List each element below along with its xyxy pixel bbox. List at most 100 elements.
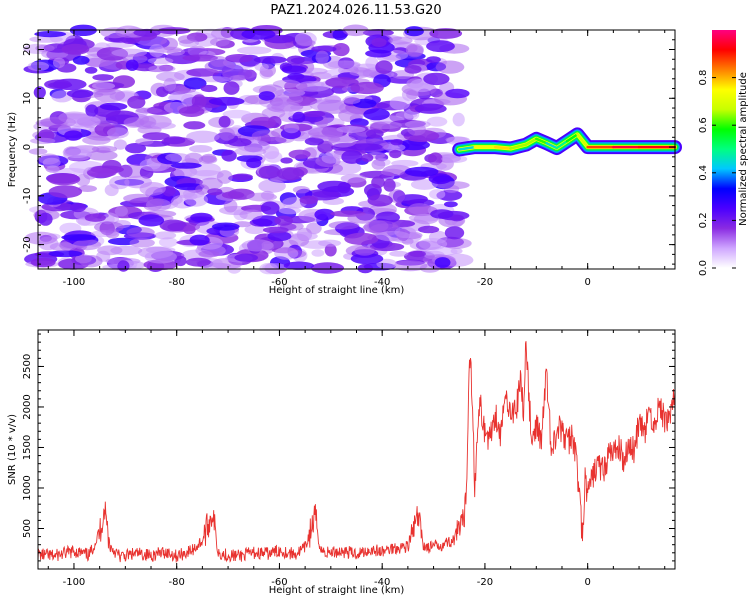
spectrogram-cell — [223, 81, 240, 95]
spectrogram-cell — [64, 130, 83, 141]
spectrogram-cell — [114, 205, 128, 217]
spectrogram-cell — [239, 209, 263, 220]
spectrogram-cell — [184, 192, 208, 207]
spectrogram-cell — [204, 60, 236, 73]
spectrogram-cell — [388, 36, 413, 45]
x-tick-label: -40 — [374, 577, 390, 588]
spectrogram-cell — [272, 79, 301, 89]
spectrogram-cell — [391, 159, 419, 167]
spectrogram-cell — [227, 138, 252, 147]
spectrogram-cell — [191, 94, 207, 109]
spectrogram-cell — [426, 56, 441, 63]
spectrogram-cell — [426, 40, 455, 53]
spectrogram-cell — [363, 108, 390, 121]
spectrogram-cell — [365, 56, 379, 69]
spectrogram-cell — [65, 115, 101, 128]
y-tick-label: -10 — [22, 188, 33, 204]
spectrogram-cell — [66, 89, 94, 98]
spectrogram-cell — [156, 71, 185, 82]
spectrogram-cell — [389, 250, 409, 257]
spectrogram-cell — [183, 77, 207, 90]
spectrogram-cell — [341, 150, 363, 164]
spectrogram-cell — [441, 154, 468, 164]
y-tick-label: 1000 — [22, 475, 33, 500]
spectrogram-cell — [34, 30, 67, 38]
snr-panel: -100 -80 -60 -40 -20 0 500 1000 1500 2000 2500 He… — [7, 329, 676, 596]
spectrogram-cell — [159, 219, 187, 232]
signal-ridge-core — [555, 139, 569, 150]
x-tick-label: -20 — [477, 577, 493, 588]
spectrogram-cell — [123, 193, 154, 203]
spectrogram-cell — [35, 44, 55, 52]
spectrogram-cell — [133, 28, 161, 37]
spectrogram-cell — [163, 136, 186, 145]
spectrogram-cell — [288, 149, 311, 159]
spectrogram-cell — [426, 116, 448, 127]
spectrogram-cell — [117, 260, 130, 272]
spectrogram-cell — [107, 127, 129, 139]
spectrogram-cell — [281, 65, 307, 75]
spectrogram-cell — [336, 126, 366, 133]
snr-frame — [37, 329, 676, 570]
spectrogram-cell — [125, 143, 146, 154]
spectrogram-cell — [174, 255, 187, 267]
spectrogram-cell — [371, 159, 386, 170]
spectrogram-cell — [310, 262, 345, 274]
spectrogram-cell — [299, 195, 319, 205]
spectrogram-cell — [303, 110, 326, 118]
colorbar-tick-label: 0.4 — [698, 165, 709, 181]
x-tick-label: -80 — [169, 577, 185, 588]
spectrogram-cell — [148, 65, 176, 73]
spectrogram-cell — [210, 37, 230, 47]
signal-ridge-core — [457, 145, 476, 151]
spectrogram-cell — [72, 55, 90, 65]
spectrogram-cell — [444, 226, 465, 240]
spectrogram-cell — [158, 237, 178, 248]
spectrogram-cell — [109, 175, 130, 190]
spectrogram-cell — [92, 74, 114, 81]
spectrogram-cell — [189, 170, 224, 180]
spectrogram-cell — [408, 203, 431, 215]
spectrogram-cell — [126, 227, 155, 238]
spectrogram-cell — [48, 250, 83, 258]
spectrogram-cell — [91, 82, 116, 90]
spectrogram-cell — [165, 153, 191, 162]
spectrogram-cell — [428, 152, 443, 166]
spectrogram-cell — [201, 153, 217, 163]
spectrogram-cell — [52, 57, 66, 69]
spectrogram-cell — [212, 222, 240, 231]
spectrogram-cell — [365, 129, 384, 139]
spectrogram-cell — [183, 225, 196, 235]
spectrogram-cell — [262, 226, 289, 234]
spectrogram-cell — [24, 231, 58, 245]
spectrogram-cell — [430, 209, 454, 219]
spectrogram-cell — [258, 179, 286, 193]
spectrogram-cell — [85, 104, 99, 117]
spectrogram-cell — [404, 65, 422, 74]
spectrogram-cell — [30, 137, 56, 145]
spectrogram-cell — [93, 88, 126, 103]
spectrogram-cell — [367, 194, 393, 207]
y-tick-label: 10 — [22, 92, 33, 105]
spectrogram-cell — [48, 185, 83, 199]
spectrogram-cell — [219, 127, 236, 141]
spectrogram-cell — [183, 121, 206, 130]
colorbar-label: Normalized spectral amplitude — [738, 72, 749, 226]
spectrogram-cell — [251, 130, 281, 142]
spectrogram-cell — [260, 201, 280, 215]
spectrogram-cell — [409, 240, 442, 251]
spectrogram-cell — [423, 72, 450, 86]
spectrogram-cell — [371, 176, 385, 189]
spectrogram-cell — [189, 234, 210, 246]
spectrogram-cell — [200, 84, 218, 93]
snr-x-axis-label: Height of straight line (km) — [269, 585, 405, 596]
spectrogram-cell — [61, 234, 97, 241]
spectrogram-cell — [135, 138, 154, 146]
spectrogram-cell — [221, 191, 245, 199]
signal-ridge-core — [535, 137, 548, 145]
spectrogram-cell — [450, 214, 464, 222]
spectrogram-cell — [125, 59, 139, 71]
spectrogram-cell — [418, 225, 440, 234]
